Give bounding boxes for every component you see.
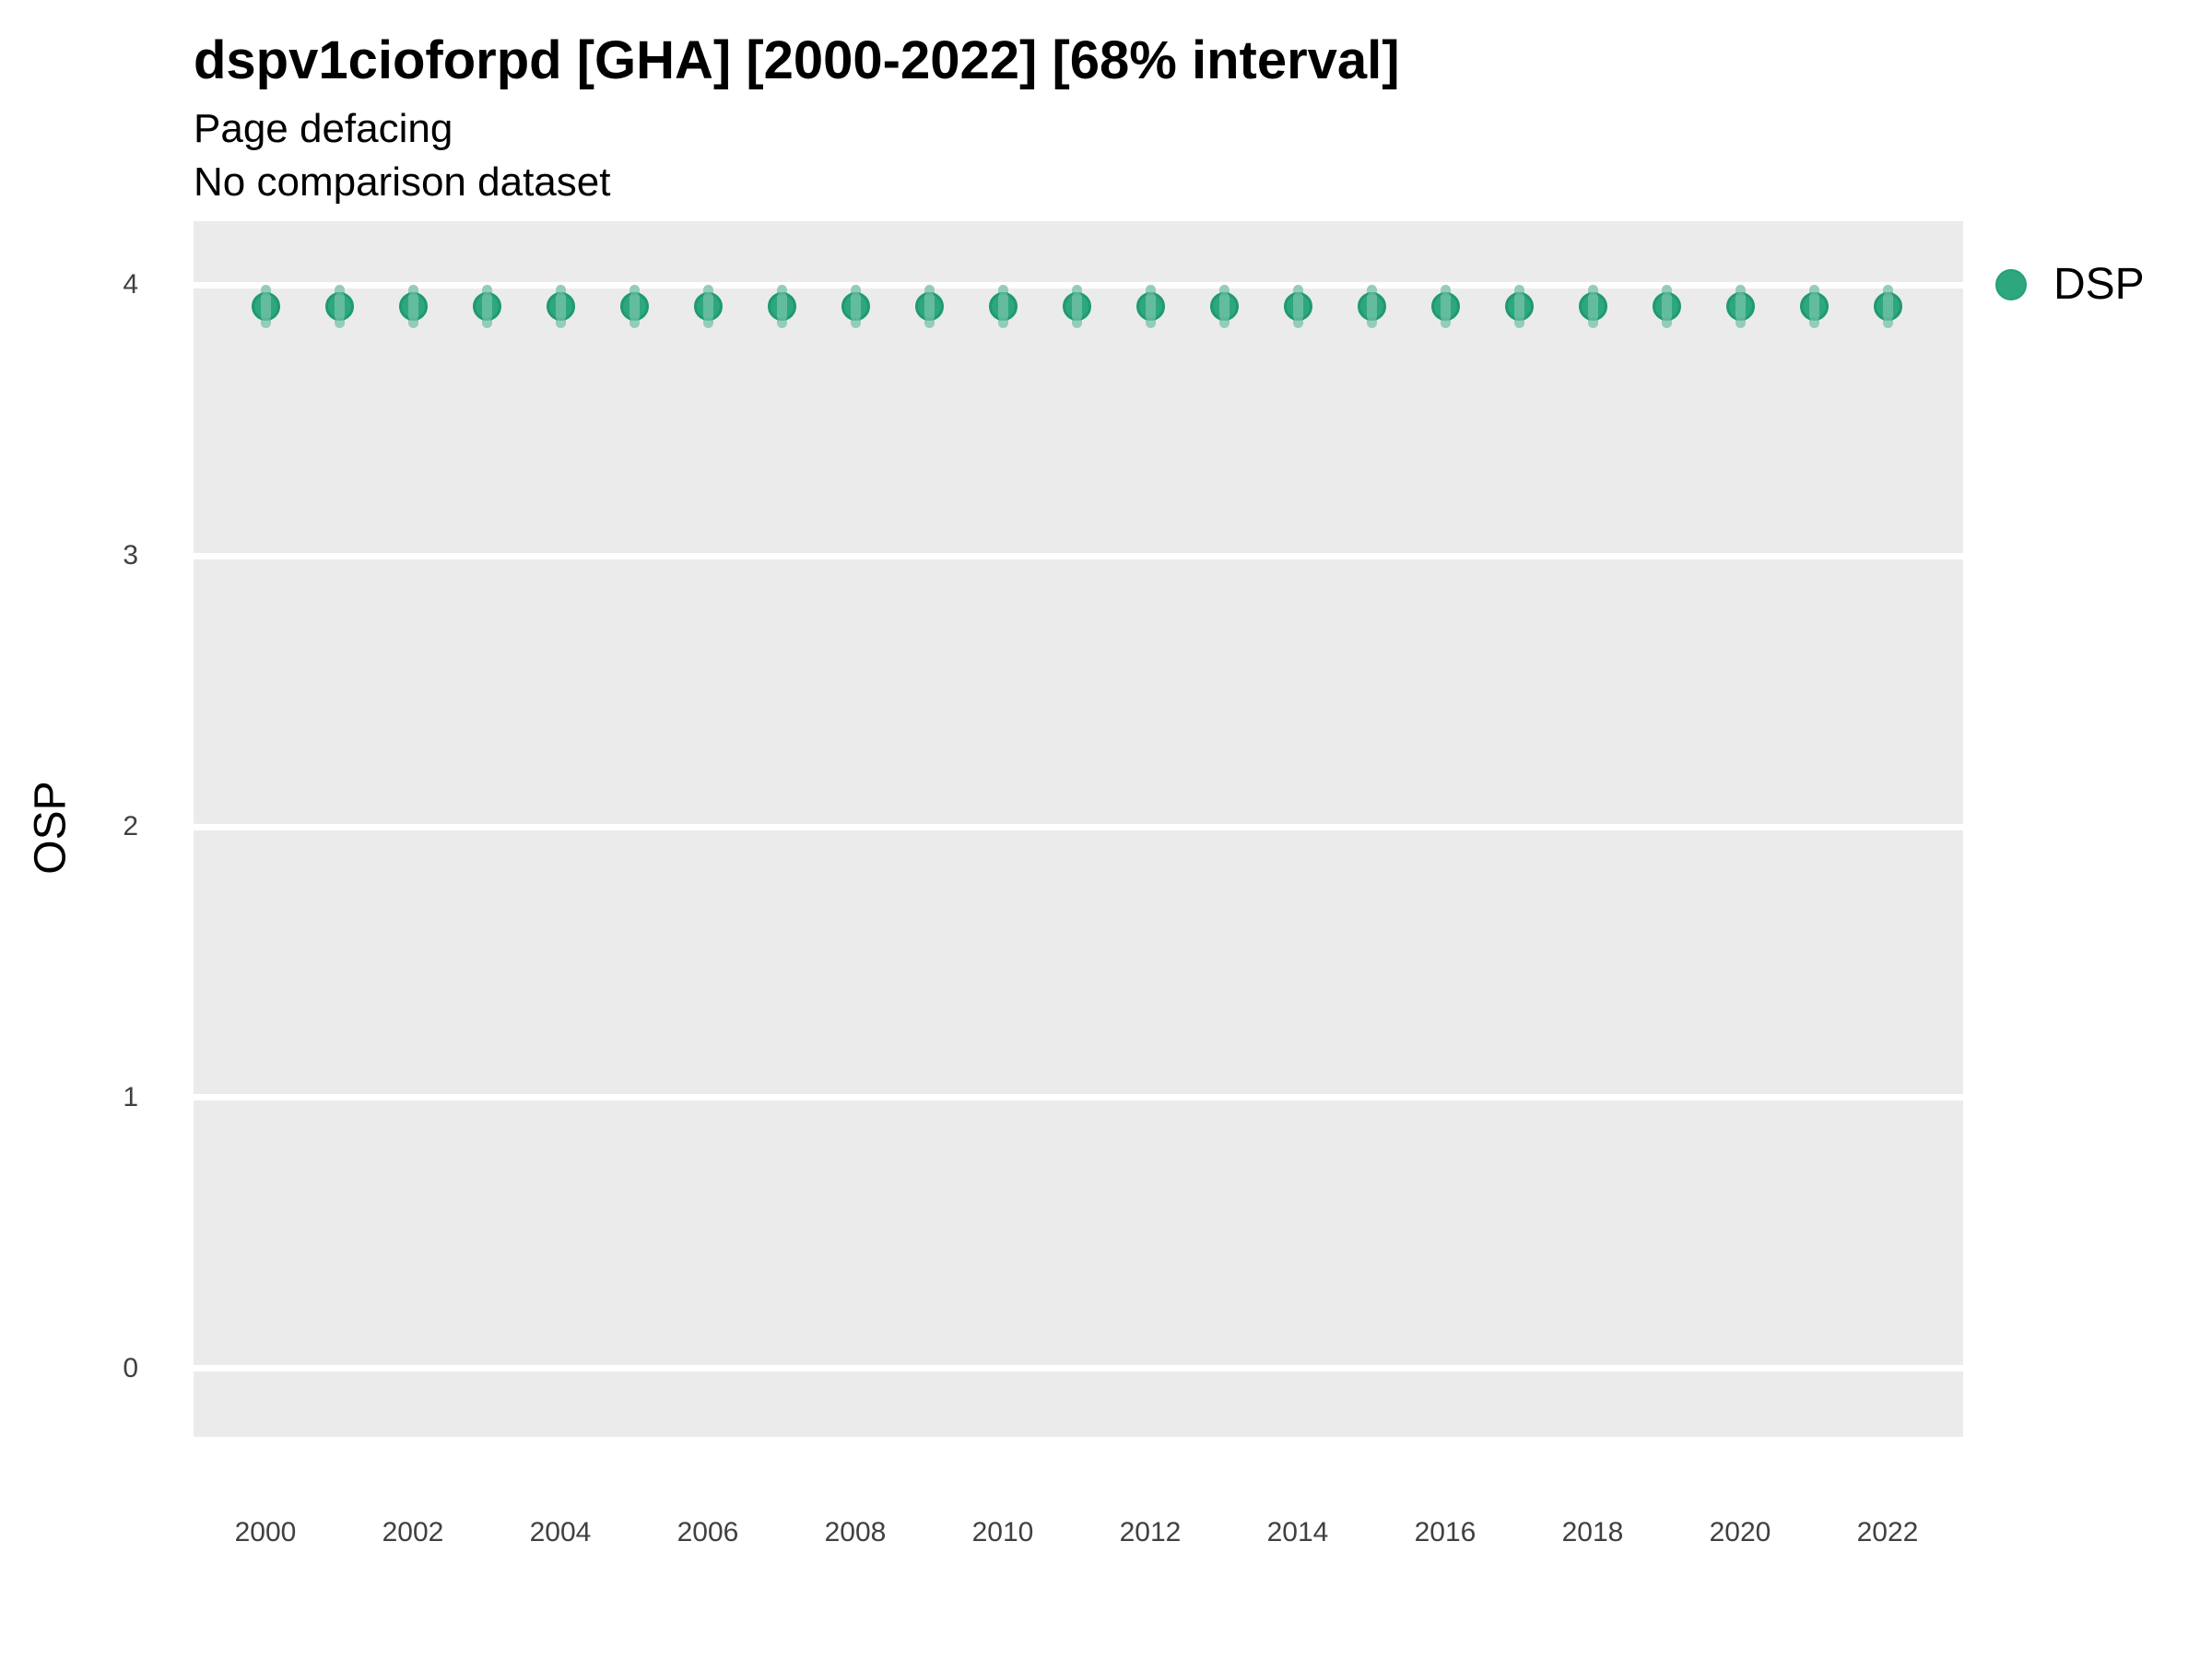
data-point-2004 (546, 292, 575, 322)
y-gridline-0 (194, 1365, 1963, 1372)
data-point-2005 (619, 292, 649, 322)
interval-overlay-2001 (334, 291, 345, 322)
data-point-2009 (914, 292, 944, 322)
y-tick-label-0: 0 (123, 1352, 138, 1383)
interval-overlay-2010 (997, 291, 1008, 322)
x-tick-label-2016: 2016 (1414, 1517, 1477, 1547)
interval-overlay-2004 (555, 291, 566, 322)
interval-overlay-2011 (1071, 291, 1082, 322)
data-point-2022 (1873, 292, 1902, 322)
x-tick-label-2014: 2014 (1266, 1517, 1329, 1547)
plot-panel (194, 221, 1963, 1437)
data-point-2010 (988, 292, 1018, 322)
data-point-2015 (1357, 292, 1386, 322)
data-point-2006 (693, 292, 723, 322)
y-tick-label-3: 3 (123, 540, 138, 571)
x-tick-label-2018: 2018 (1561, 1517, 1624, 1547)
interval-overlay-2003 (481, 291, 492, 322)
interval-overlay-2002 (407, 291, 418, 322)
interval-overlay-2018 (1587, 291, 1598, 322)
data-point-2016 (1430, 292, 1460, 322)
legend-label-dsp: DSP (2053, 260, 2145, 309)
data-point-2003 (472, 292, 501, 322)
x-tick-label-2010: 2010 (971, 1517, 1034, 1547)
interval-overlay-2020 (1735, 291, 1746, 322)
data-point-2021 (1799, 292, 1829, 322)
data-point-2002 (398, 292, 428, 322)
x-tick-label-2020: 2020 (1709, 1517, 1771, 1547)
data-point-2014 (1283, 292, 1312, 322)
x-tick-label-2008: 2008 (824, 1517, 887, 1547)
y-tick-label-1: 1 (123, 1081, 138, 1112)
y-tick-label-4: 4 (123, 269, 138, 300)
x-tick-label-2022: 2022 (1856, 1517, 1919, 1547)
x-tick-label-2004: 2004 (529, 1517, 592, 1547)
interval-overlay-2012 (1145, 291, 1156, 322)
data-point-2007 (767, 292, 796, 322)
x-tick-label-2002: 2002 (382, 1517, 444, 1547)
interval-overlay-2000 (260, 291, 271, 322)
interval-overlay-2006 (702, 291, 713, 322)
interval-overlay-2014 (1292, 291, 1303, 322)
y-tick-label-2: 2 (123, 811, 138, 841)
x-tick-label-2000: 2000 (234, 1517, 297, 1547)
interval-overlay-2007 (776, 291, 787, 322)
interval-overlay-2013 (1218, 291, 1230, 322)
interval-overlay-2009 (924, 291, 935, 322)
y-gridline-2 (194, 823, 1963, 830)
data-point-2011 (1062, 292, 1091, 322)
interval-overlay-2022 (1882, 291, 1893, 322)
y-gridline-3 (194, 552, 1963, 559)
legend: DSP (1995, 259, 2145, 310)
x-tick-label-2012: 2012 (1119, 1517, 1182, 1547)
data-point-2001 (324, 292, 354, 322)
interval-overlay-2008 (850, 291, 861, 322)
interval-overlay-2021 (1808, 291, 1819, 322)
data-point-2008 (841, 292, 870, 322)
interval-overlay-2016 (1440, 291, 1451, 322)
chart-area: 0 1 2 3 4 2000 2002 2004 2006 2008 2010 2012 2014 201… (123, 221, 1963, 1547)
x-tick-label-2006: 2006 (677, 1517, 739, 1547)
interval-overlay-2015 (1366, 291, 1377, 322)
chart-title: dspv1cioforpd [GHA] [2000-2022] [68% int… (194, 30, 1400, 90)
interval-overlay-2019 (1661, 291, 1672, 322)
data-point-2017 (1504, 292, 1534, 322)
y-gridline-1 (194, 1094, 1963, 1101)
interval-overlay-2017 (1513, 291, 1524, 322)
data-point-2018 (1578, 292, 1607, 322)
interval-overlay-2005 (629, 291, 640, 322)
data-point-2013 (1209, 292, 1239, 322)
data-point-2000 (251, 292, 280, 322)
data-point-2020 (1725, 292, 1755, 322)
chart-subtitle: Page defacing (194, 106, 453, 151)
data-point-2012 (1135, 292, 1165, 322)
legend-marker-dsp (1995, 268, 2027, 300)
data-point-2019 (1652, 292, 1681, 322)
comparison-note: No comparison dataset (194, 159, 611, 205)
